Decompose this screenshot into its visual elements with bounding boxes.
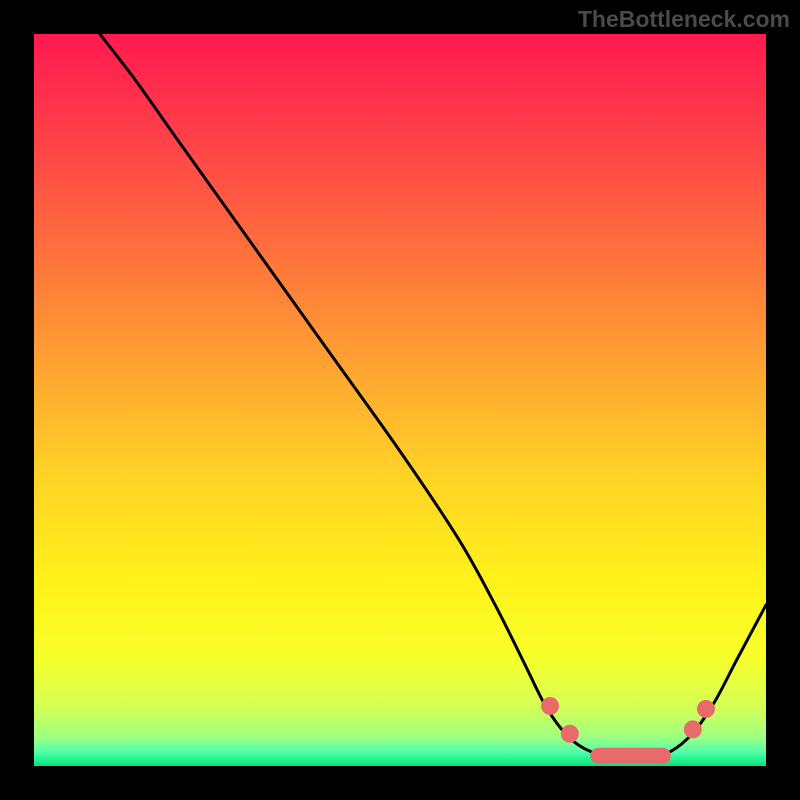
curve-path: [100, 34, 766, 758]
marker-dot: [684, 720, 702, 738]
marker-pill: [590, 748, 671, 764]
plot-area: [34, 34, 766, 766]
marker-dot: [561, 725, 579, 743]
marker-dot: [697, 700, 715, 718]
bottleneck-curve: [34, 34, 766, 766]
watermark-text: TheBottleneck.com: [578, 6, 790, 33]
marker-dot: [541, 697, 559, 715]
